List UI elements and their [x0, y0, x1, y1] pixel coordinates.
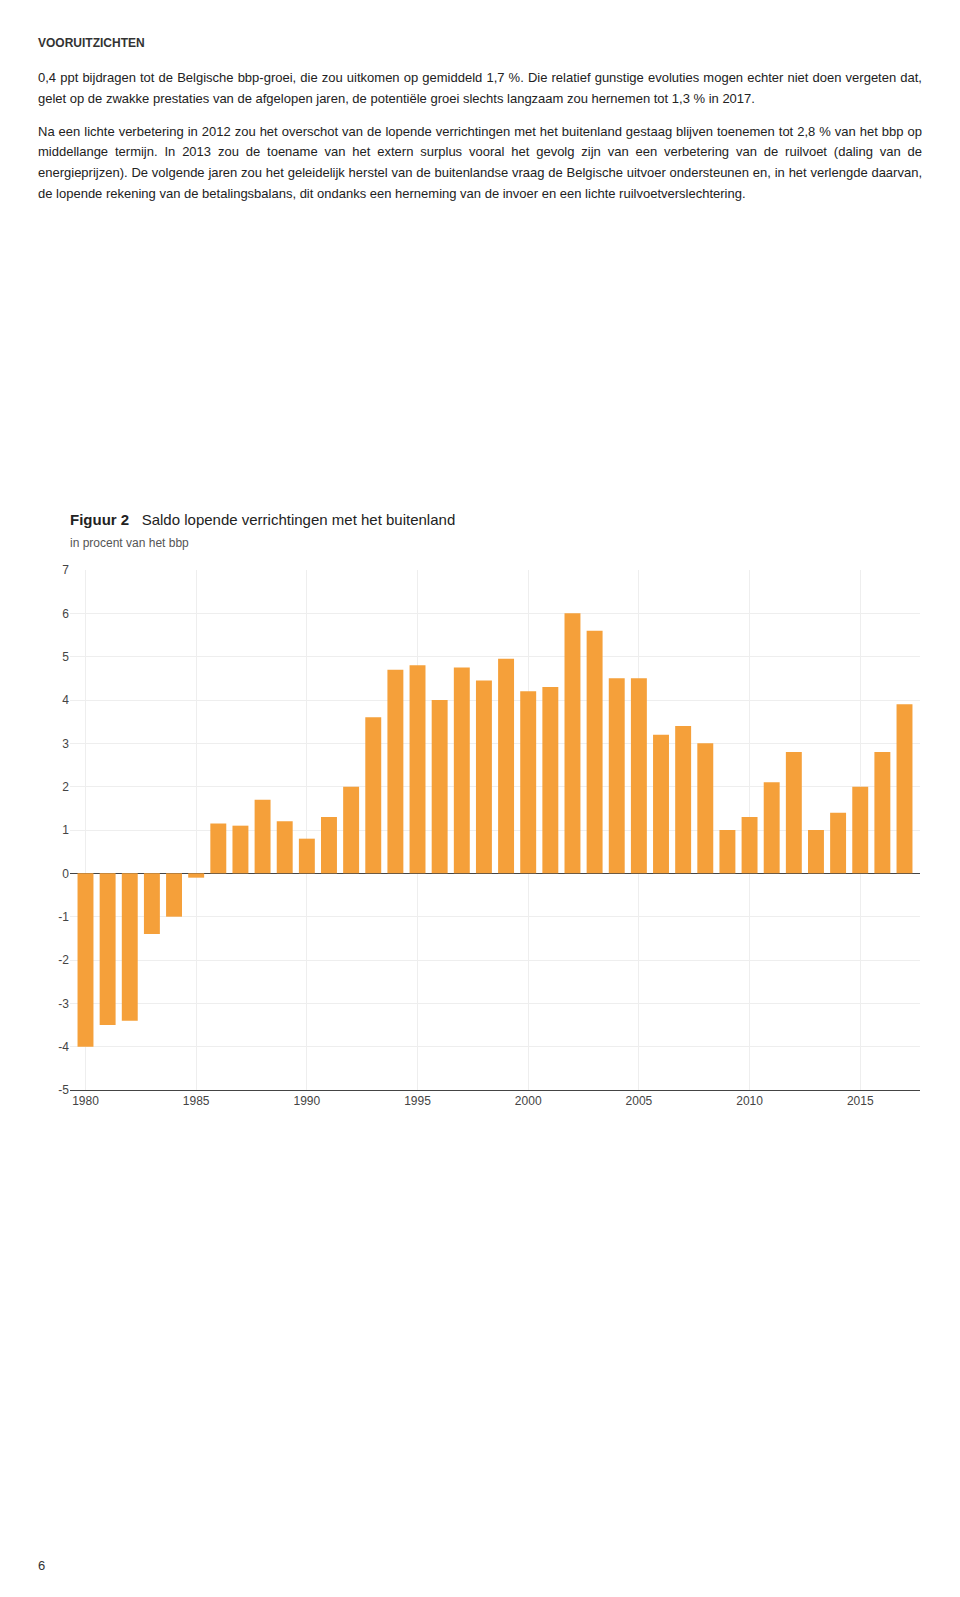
svg-text:-3: -3 [58, 997, 69, 1011]
html-text:0,4 ppt bijdragen tot de Belgi: 0,4 ppt bijdragen tot de Belgische bbp-g… [38, 70, 922, 106]
svg-text:-1: -1 [58, 910, 69, 924]
html-text:Na een lichte verbetering in 2: Na een lichte verbetering in 2012 zou he… [38, 123, 922, 201]
svg-text:4: 4 [62, 693, 69, 707]
svg-text:5: 5 [62, 650, 69, 664]
svg-text:2000: 2000 [515, 1094, 542, 1108]
svg-text:-5: -5 [58, 1083, 69, 1097]
svg-text:2005: 2005 [626, 1094, 653, 1108]
svg-text:1990: 1990 [293, 1094, 320, 1108]
svg-text:in procent van het bbp: in procent van het bbp [70, 536, 189, 550]
svg-text:1995: 1995 [404, 1094, 431, 1108]
svg-text:1: 1 [62, 823, 69, 837]
svg-text:2015: 2015 [847, 1094, 874, 1108]
svg-text:6: 6 [62, 607, 69, 621]
svg-text:7: 7 [62, 563, 69, 577]
svg-text:1985: 1985 [183, 1094, 210, 1108]
svg-text:3: 3 [62, 737, 69, 751]
svg-text:Figuur 2 Saldo lopende verri: Figuur 2 Saldo lopende verrichtingen met… [70, 511, 455, 528]
svg-text:2: 2 [62, 780, 69, 794]
svg-text:-2: -2 [58, 953, 69, 967]
html-text:6: 6 [38, 1558, 46, 1573]
svg-text:1980: 1980 [72, 1094, 99, 1108]
svg-text:0: 0 [62, 867, 69, 881]
svg-text:-4: -4 [58, 1040, 69, 1054]
svg-text:2010: 2010 [736, 1094, 763, 1108]
html-text:VOORUITZICHTEN: VOORUITZICHTEN [38, 36, 145, 50]
